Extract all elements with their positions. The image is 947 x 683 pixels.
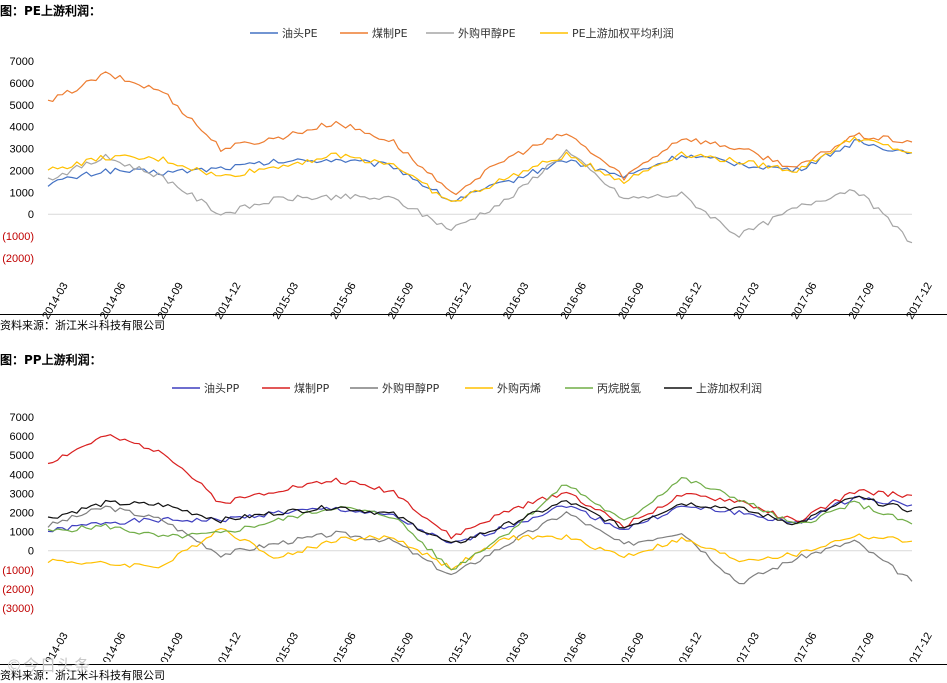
y-tick-label: 3000 <box>10 144 34 156</box>
legend-label: 煤制PP <box>294 382 330 395</box>
y-tick-label: 1000 <box>10 187 34 199</box>
y-tick-label: 0 <box>28 546 34 558</box>
x-tick-label: 2016-03 <box>501 631 532 662</box>
series-line <box>47 71 913 196</box>
y-tick-label: 3000 <box>10 488 34 500</box>
pe-source-note: 资料来源：浙江米斗科技有限公司 <box>0 319 165 332</box>
y-tick-label: 4000 <box>10 122 34 134</box>
pp-source-note: 资料来源：浙江米斗科技有限公司 <box>0 669 165 682</box>
x-tick-label: 2016-09 <box>616 631 647 662</box>
y-tick-label: (2000) <box>2 584 34 596</box>
series-line <box>47 505 913 585</box>
legend-label: 外购甲醇PE <box>458 26 516 40</box>
series-line <box>47 434 913 540</box>
y-tick-label: 5000 <box>10 100 34 112</box>
legend-label: 丙烷脱氢 <box>597 381 641 395</box>
y-tick-label: 6000 <box>10 78 34 90</box>
x-tick-label: 2016-12 <box>674 631 705 662</box>
pp-source-divider <box>0 664 947 665</box>
legend-label: PE上游加权平均利润 <box>572 26 674 40</box>
y-tick-label: 1000 <box>10 527 34 539</box>
y-tick-label: 2000 <box>10 165 34 177</box>
pp-chart-title: 图：PP上游利润： <box>0 353 102 367</box>
legend-label: 油头PE <box>282 26 318 40</box>
pe-source-divider <box>0 314 947 315</box>
x-tick-label: 2017-12 <box>904 631 935 662</box>
x-tick-label: 2017-09 <box>847 631 878 662</box>
x-tick-label: 2014-06 <box>98 631 129 662</box>
legend-label: 油头PP <box>204 381 240 395</box>
y-tick-label: (1000) <box>2 565 34 577</box>
series-line <box>47 149 913 244</box>
y-tick-label: 6000 <box>10 431 34 443</box>
pe-upstream-profit-chart: (2000) (1000) 0 1000 2000 3000 4000 5000 6000 700… <box>2 26 935 320</box>
x-tick-label: 2014-09 <box>155 631 186 662</box>
y-tick-label: 7000 <box>10 56 34 68</box>
legend-label: 上游加权利润 <box>696 381 762 395</box>
legend-label: 外购丙烯 <box>497 381 541 395</box>
y-tick-label: 7000 <box>10 412 34 424</box>
x-tick-label: 2015-06 <box>328 631 359 662</box>
pp-upstream-profit-chart: (3000) (2000) (1000) 0 1000 2000 3000 4000 5000 6… <box>2 381 935 662</box>
pe-chart-title: 图：PE上游利润： <box>0 4 101 18</box>
watermark: ©今日头条 <box>6 656 92 675</box>
legend-label: 煤制PE <box>372 27 408 40</box>
x-tick-label: 2016-06 <box>559 631 590 662</box>
y-tick-label: (3000) <box>2 603 34 615</box>
y-tick-label: 2000 <box>10 508 34 520</box>
y-tick-label: 4000 <box>10 469 34 481</box>
x-tick-label: 2015-03 <box>271 631 302 662</box>
y-tick-label: (2000) <box>2 253 34 265</box>
x-tick-label: 2014-12 <box>213 631 244 662</box>
y-tick-label: 5000 <box>10 450 34 462</box>
x-tick-label: 2017-03 <box>731 631 762 662</box>
series-line <box>47 476 913 571</box>
y-tick-label: 0 <box>28 209 34 221</box>
x-tick-label: 2017-06 <box>789 631 820 662</box>
series-line <box>47 136 913 202</box>
y-tick-label: (1000) <box>2 231 34 243</box>
legend-label: 外购甲醇PP <box>382 381 440 395</box>
x-tick-label: 2015-12 <box>443 631 474 662</box>
series-line <box>47 495 913 544</box>
x-tick-label: 2015-09 <box>386 631 417 662</box>
